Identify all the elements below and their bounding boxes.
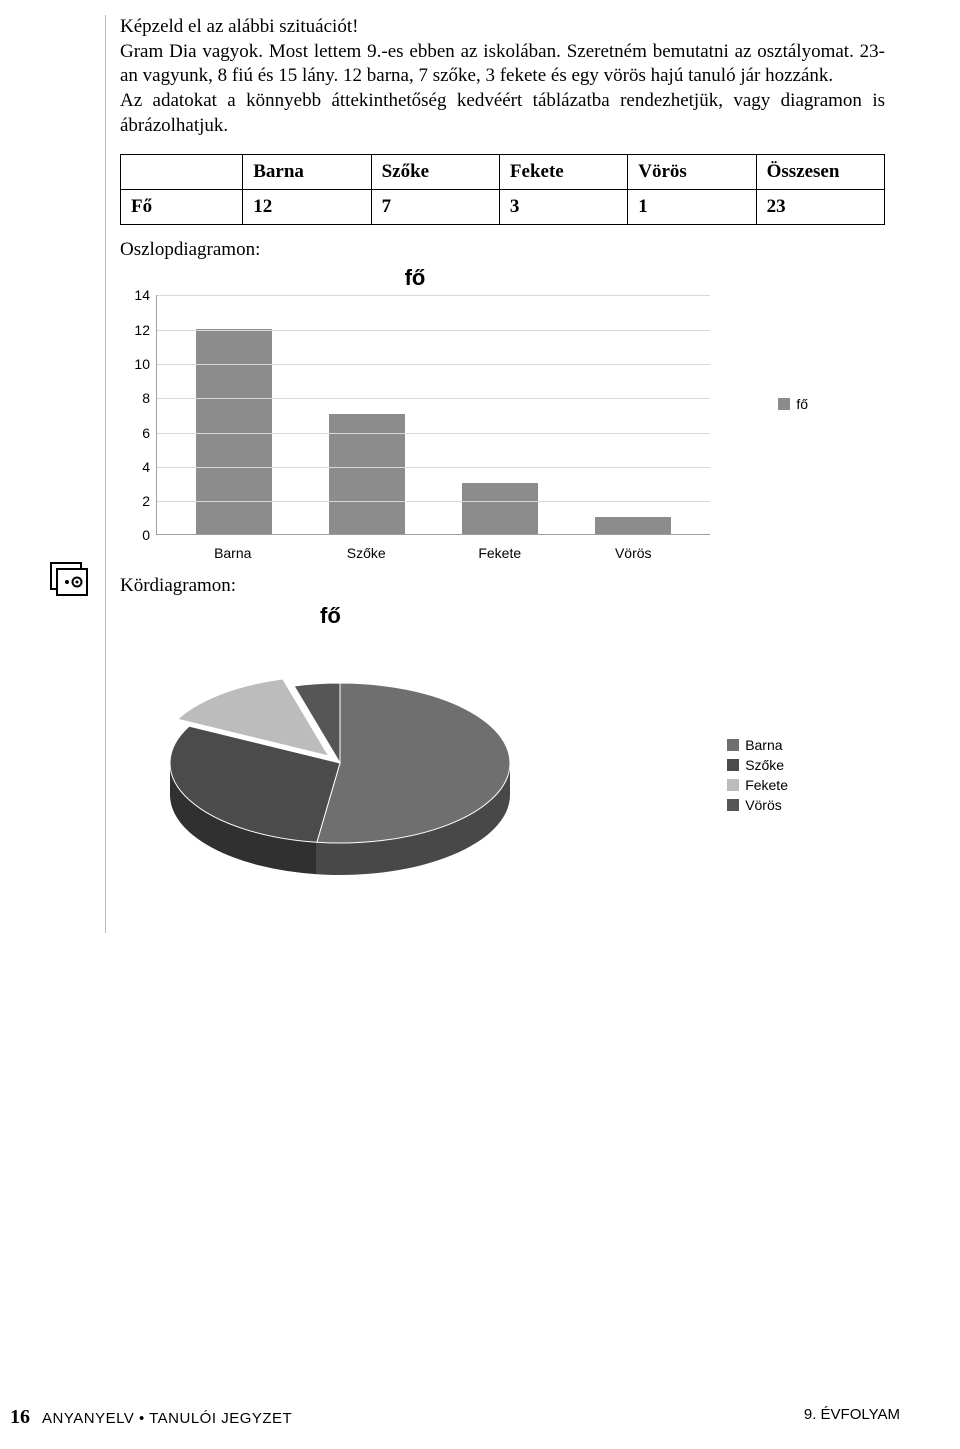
bar-legend-label: fő [796,396,808,412]
table-header: Fekete [499,155,627,190]
bar-ytick: 2 [142,493,150,509]
table-header: Szőke [371,155,499,190]
bar-ytick: 6 [142,425,150,441]
table-row-label: Fő [121,190,243,225]
bar-legend: fő [778,396,808,412]
table-cell: 23 [756,190,884,225]
intro-line-2: Gram Dia vagyok. Most lettem 9.-es ebben… [120,40,885,89]
pie-legend-swatch [727,759,739,771]
bar-y-axis-labels: 02468101214 [120,295,156,535]
pie-svg [120,633,560,913]
bar-chart-title: fő [120,265,710,291]
bar-ytick: 12 [134,322,150,338]
pie-legend-label: Barna [745,737,782,753]
pie-section-label: Kördiagramon: [120,575,885,597]
table-cell: 1 [628,190,756,225]
table-header: Barna [243,155,371,190]
pie-chart-title: fő [120,603,710,629]
bar-ytick: 10 [134,356,150,372]
table-header [121,155,243,190]
table-cell: 3 [499,190,627,225]
pie-legend-label: Szőke [745,757,784,773]
pie-legend-swatch [727,779,739,791]
intro-line-1: Képzeld el az alábbi szituációt! [120,15,885,40]
pie-legend-row: Szőke [727,757,788,773]
hair-color-table: Barna Szőke Fekete Vörös Összesen Fő 12 … [120,154,885,225]
table-header: Vörös [628,155,756,190]
pie-legend-label: Vörös [745,797,782,813]
pie-legend: Barna Szőke Fekete Vörös [727,733,788,817]
projector-icon [45,555,93,609]
table-row: Fő 12 7 3 1 23 [121,190,885,225]
pie-chart: fő BarnaSzőkeFeketeVörös [120,603,710,933]
bar-ytick: 0 [142,527,150,543]
bar-plot-area [156,295,710,535]
bar [196,329,272,535]
bar-xtick: Vörös [595,545,671,561]
bar-xtick: Fekete [462,545,538,561]
bar [595,517,671,534]
bar [462,483,538,534]
bar-chart: fő 02468101214 fő BarnaSzőkeFeketeVörös [120,265,710,561]
pie-legend-swatch [727,799,739,811]
intro-text: Képzeld el az alábbi szituációt! Gram Di… [120,15,885,138]
bar-ytick: 4 [142,459,150,475]
bar-legend-swatch [778,398,790,410]
bar-section-label: Oszlopdiagramon: [120,239,885,261]
table-header-row: Barna Szőke Fekete Vörös Összesen [121,155,885,190]
pie-legend-row: Fekete [727,777,788,793]
pie-legend-row: Barna [727,737,788,753]
intro-line-3: Az adatokat a könnyebb áttekinthetőség k… [120,89,885,138]
bar-xtick: Szőke [328,545,404,561]
book-title: ANYANYELV • TANULÓI JEGYZET [42,1410,292,1427]
pie-legend-row: Vörös [727,797,788,813]
page-number: 16 [10,1406,30,1429]
bar-ytick: 14 [134,287,150,303]
bar-x-axis-labels: Barna Szőke Fekete Vörös [156,545,710,561]
bar-ytick: 8 [142,390,150,406]
table-cell: 7 [371,190,499,225]
page-footer: 16 ANYANYELV • TANULÓI JEGYZET 9. ÉVFOLY… [0,1406,960,1429]
table-header: Összesen [756,155,884,190]
table-cell: 12 [243,190,371,225]
page-content: Képzeld el az alábbi szituációt! Gram Di… [105,15,885,933]
grade-label: 9. ÉVFOLYAM [804,1406,900,1429]
pie-legend-label: Fekete [745,777,788,793]
bar-xtick: Barna [195,545,271,561]
pie-legend-swatch [727,739,739,751]
